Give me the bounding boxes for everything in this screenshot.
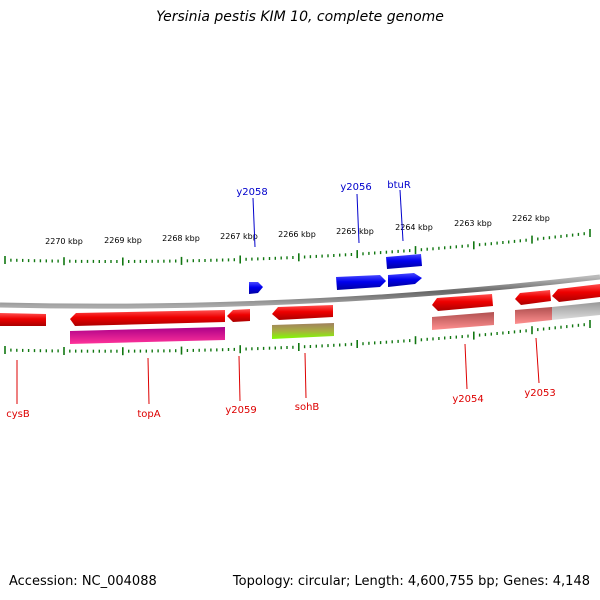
scale-label-2263: 2263 kbp [454, 219, 492, 228]
scale-label-2264: 2264 kbp [395, 223, 433, 232]
scale-label-2267: 2267 kbp [220, 232, 258, 241]
feature-bar-topA[interactable] [70, 327, 225, 344]
scale-label-2266: 2266 kbp [278, 230, 316, 239]
scale-label-2269: 2269 kbp [104, 236, 142, 245]
scale-label-2270: 2270 kbp [45, 237, 83, 246]
tick-track-bottom [4, 320, 591, 356]
gene-arrow-cysB[interactable] [0, 313, 46, 326]
leader-line-sohB [304, 352, 307, 399]
gene-arrow-y2054[interactable] [432, 294, 493, 311]
feature-bar-y2054[interactable] [432, 312, 494, 330]
accession-text: Accession: NC_004088 [9, 574, 157, 589]
gene-label-y2059[interactable]: y2059 [225, 405, 256, 416]
gene-arrow-sohB[interactable] [272, 305, 333, 320]
gene-label-cysB[interactable]: cysB [6, 409, 30, 420]
genome-title: Yersinia pestis KIM 10, complete genome [156, 9, 444, 25]
tick-track-top [4, 229, 591, 266]
leader-line-topA [147, 357, 150, 405]
genome-backbone [0, 274, 600, 309]
leader-line-btuR [399, 189, 404, 242]
gene-label-sohB[interactable]: sohB [295, 402, 320, 413]
gene-arrow-btuR[interactable] [388, 273, 422, 287]
topology-text: Topology: circular; Length: 4,600,755 bp… [232, 574, 590, 589]
scale-label-2268: 2268 kbp [162, 234, 200, 243]
gene-label-btuR[interactable]: btuR [387, 180, 411, 191]
gene-label-y2054[interactable]: y2054 [452, 394, 483, 405]
gene-arrow-edge[interactable] [552, 284, 600, 302]
gene-label-y2056[interactable]: y2056 [340, 182, 371, 193]
gene-arrow-y2059[interactable] [227, 309, 250, 322]
scale-label-2262: 2262 kbp [512, 214, 550, 223]
gene-arrow-y2058[interactable] [249, 282, 263, 294]
leader-line-y2053 [535, 337, 540, 384]
leader-line-y2056 [356, 193, 360, 244]
scale-label-2265: 2265 kbp [336, 227, 374, 236]
leader-line-y2059 [238, 355, 241, 402]
feature-bar-edge[interactable] [552, 302, 600, 320]
gene-label-topA[interactable]: topA [137, 409, 160, 420]
gene-arrow-topA[interactable] [70, 310, 225, 326]
leader-line-y2054 [464, 343, 468, 390]
feature-bar-sohB[interactable] [272, 323, 334, 339]
feature-bar-y2053[interactable] [515, 307, 552, 324]
gene-arrow-y2056[interactable] [336, 275, 386, 290]
gene-label-y2053[interactable]: y2053 [524, 388, 555, 399]
leader-line-y2058 [252, 197, 256, 248]
gene-arrow-y2053[interactable] [515, 290, 551, 305]
gene-arrow-btuR-upper[interactable] [386, 254, 422, 269]
gene-label-y2058[interactable]: y2058 [236, 187, 267, 198]
